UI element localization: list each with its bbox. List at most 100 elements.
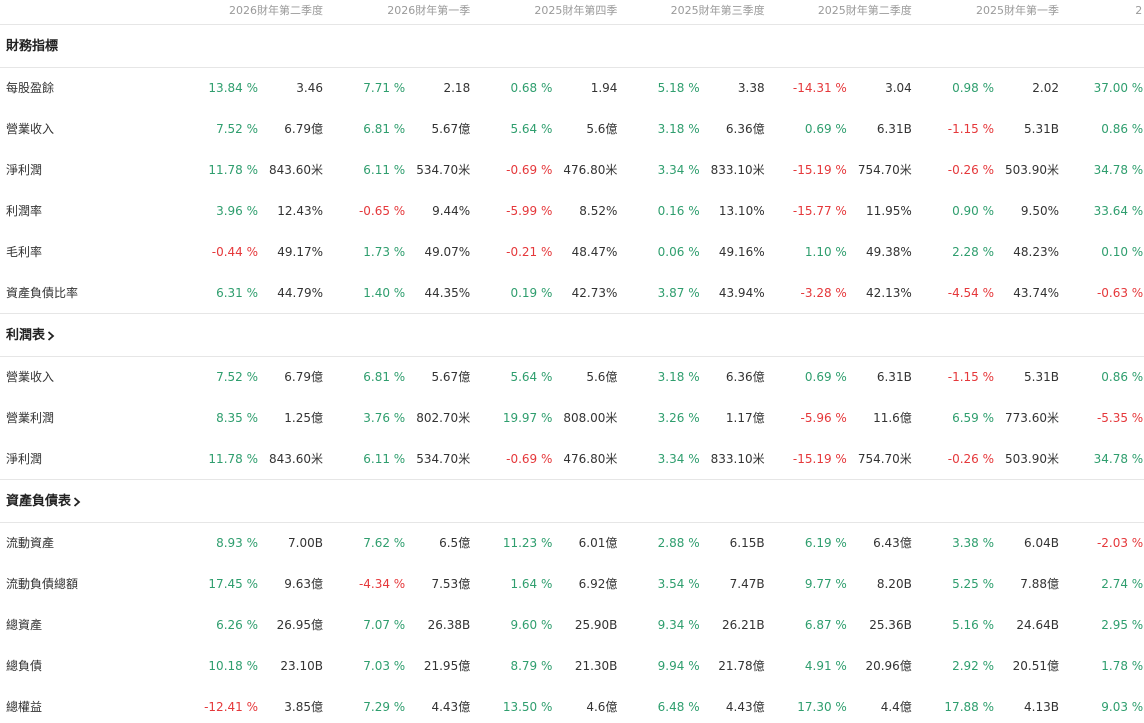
change-percent: 7.71 % — [363, 81, 406, 95]
metric-value: 4.6億 — [586, 700, 618, 714]
change-percent: -1.15 % — [947, 122, 994, 136]
period-header: 2025財年第二季度 — [817, 4, 912, 17]
change-percent: 3.26 % — [657, 411, 700, 425]
row-label: 毛利率 — [6, 245, 43, 259]
metric-value: 11.6億 — [873, 411, 912, 425]
metric-value: 6.04B — [1024, 536, 1059, 550]
change-percent: 1.10 % — [804, 245, 847, 259]
change-percent: 1.78 % — [1101, 659, 1144, 673]
metric-value: 503.90米 — [1005, 163, 1059, 177]
metric-value: 25.36B — [869, 618, 912, 632]
change-percent: -0.26 % — [947, 452, 994, 466]
change-percent: 7.52 % — [216, 122, 258, 136]
change-percent: 13.50 % — [502, 700, 553, 714]
divider — [0, 67, 1144, 68]
metric-value: 26.38B — [427, 618, 471, 632]
change-percent: -2.03 % — [1096, 536, 1144, 550]
change-percent: 3.76 % — [363, 411, 406, 425]
change-percent: 7.29 % — [363, 700, 406, 714]
change-percent: 7.07 % — [363, 618, 406, 632]
change-percent: -15.19 % — [792, 452, 847, 466]
row-label: 總負債 — [6, 659, 43, 673]
change-percent: -3.28 % — [800, 286, 847, 300]
change-percent: 6.48 % — [657, 700, 700, 714]
metric-value: 4.43億 — [725, 700, 765, 714]
change-percent: -0.21 % — [506, 245, 553, 259]
metric-value: 26.21B — [722, 618, 765, 632]
section-title[interactable]: 利潤表 — [6, 328, 55, 344]
change-percent: 7.03 % — [363, 659, 406, 673]
divider — [0, 24, 1144, 25]
metric-value: 6.31B — [876, 370, 912, 384]
metric-value: 49.38% — [866, 245, 912, 259]
change-percent: 3.87 % — [657, 286, 700, 300]
metric-value: 6.31B — [876, 122, 912, 136]
change-percent: -0.69 % — [506, 163, 553, 177]
change-percent: -0.44 % — [211, 245, 258, 259]
change-percent: -1.15 % — [947, 370, 994, 384]
change-percent: 0.68 % — [510, 81, 553, 95]
metric-value: 8.20B — [876, 577, 912, 591]
metric-value: 8.52% — [579, 204, 618, 218]
metric-value: 2.02 — [1032, 81, 1059, 95]
metric-value: 6.79億 — [284, 122, 323, 136]
change-percent: 3.38 % — [952, 536, 994, 550]
metric-value: 808.00米 — [563, 411, 618, 425]
metric-value: 25.90B — [574, 618, 618, 632]
change-percent: 6.81 % — [363, 122, 406, 136]
metric-value: 754.70米 — [857, 163, 912, 177]
metric-value: 44.35% — [424, 286, 471, 300]
metric-value: 6.43億 — [873, 536, 912, 550]
change-percent: 8.79 % — [510, 659, 553, 673]
change-percent: 10.18 % — [208, 659, 258, 673]
chevron-icon[interactable] — [47, 330, 55, 341]
metric-value: 6.36億 — [725, 370, 765, 384]
metric-value: 26.95億 — [276, 618, 323, 632]
change-percent: 0.69 % — [804, 370, 847, 384]
metric-value: 21.78億 — [718, 659, 765, 673]
change-percent: 0.98 % — [952, 81, 994, 95]
change-percent: 3.54 % — [657, 577, 700, 591]
row-label: 每股盈餘 — [6, 81, 55, 95]
change-percent: 0.69 % — [804, 122, 847, 136]
divider — [0, 313, 1144, 314]
change-percent: 6.11 % — [363, 163, 406, 177]
change-percent: -5.96 % — [800, 411, 847, 425]
change-percent: 2.88 % — [657, 536, 700, 550]
divider — [0, 522, 1144, 523]
change-percent: 5.16 % — [952, 618, 994, 632]
row-label: 資產負債比率 — [6, 286, 79, 300]
metric-value: 7.53億 — [431, 577, 471, 591]
divider — [0, 479, 1144, 480]
change-percent: 8.93 % — [216, 536, 258, 550]
change-percent: 0.86 % — [1101, 122, 1144, 136]
metric-value: 2.18 — [443, 81, 471, 95]
change-percent: 1.73 % — [363, 245, 406, 259]
change-percent: -14.31 % — [792, 81, 847, 95]
metric-value: 44.79% — [277, 286, 323, 300]
section-title[interactable]: 資產負債表 — [6, 494, 81, 510]
metric-value: 5.67億 — [431, 370, 471, 384]
change-percent: -5.35 % — [1096, 411, 1144, 425]
change-percent: 6.59 % — [952, 411, 994, 425]
metric-value: 5.31B — [1024, 122, 1059, 136]
metric-value: 4.4億 — [880, 700, 912, 714]
change-percent: 5.64 % — [510, 122, 553, 136]
metric-value: 21.95億 — [423, 659, 471, 673]
period-header: 2025財年第三季度 — [670, 4, 765, 17]
change-percent: 6.19 % — [804, 536, 847, 550]
metric-value: 11.95% — [866, 204, 912, 218]
metric-value: 3.85億 — [284, 700, 323, 714]
change-percent: 6.11 % — [363, 452, 406, 466]
change-percent: -0.26 % — [947, 163, 994, 177]
metric-value: 4.43億 — [431, 700, 471, 714]
metric-value: 43.74% — [1013, 286, 1059, 300]
chevron-icon[interactable] — [73, 496, 81, 507]
metric-value: 6.5億 — [439, 536, 471, 550]
change-percent: 17.88 % — [944, 700, 994, 714]
metric-value: 49.17% — [277, 245, 323, 259]
change-percent: 0.19 % — [510, 286, 553, 300]
change-percent: 2.74 % — [1101, 577, 1144, 591]
metric-value: 843.60米 — [269, 452, 323, 466]
change-percent: 9.03 % — [1101, 700, 1144, 714]
